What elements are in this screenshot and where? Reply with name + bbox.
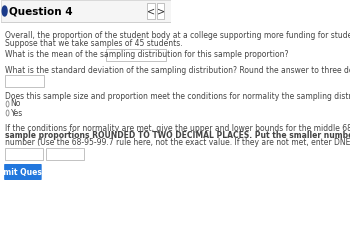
FancyBboxPatch shape xyxy=(105,49,167,61)
Text: Does this sample size and proportion meet the conditions for normality the sampl: Does this sample size and proportion mee… xyxy=(5,92,350,101)
Text: If the conditions for normality are met, give the upper and lower bounds for the: If the conditions for normality are met,… xyxy=(5,124,350,133)
Text: Yes: Yes xyxy=(10,109,23,118)
Text: What is the standard deviation of the sampling distribution? Round the answer to: What is the standard deviation of the sa… xyxy=(5,66,350,75)
Text: Submit Question: Submit Question xyxy=(0,168,59,177)
Text: >: > xyxy=(156,6,164,16)
Circle shape xyxy=(2,6,7,16)
Text: <: < xyxy=(147,6,155,16)
FancyBboxPatch shape xyxy=(147,3,155,19)
Text: Suppose that we take samples of 45 students.: Suppose that we take samples of 45 stude… xyxy=(5,39,182,48)
FancyBboxPatch shape xyxy=(4,164,42,180)
FancyBboxPatch shape xyxy=(157,3,164,19)
Text: Overall, the proportion of the student body at a college supporting more funding: Overall, the proportion of the student b… xyxy=(5,31,350,40)
Text: sample proportions ROUNDED TO TWO DECIMAL PLACES. Put the smaller number first, : sample proportions ROUNDED TO TWO DECIMA… xyxy=(5,131,350,140)
Text: What is the mean of the sampling distribution for this sample proportion?: What is the mean of the sampling distrib… xyxy=(5,50,288,59)
FancyBboxPatch shape xyxy=(5,75,44,87)
FancyBboxPatch shape xyxy=(5,148,43,160)
FancyBboxPatch shape xyxy=(46,148,84,160)
Text: Question 4: Question 4 xyxy=(9,6,73,16)
Text: No: No xyxy=(10,99,21,109)
Text: number (Use the 68-95-99.7 rule here, not the exact value. If they are not met, : number (Use the 68-95-99.7 rule here, no… xyxy=(5,138,350,147)
FancyBboxPatch shape xyxy=(1,0,171,22)
